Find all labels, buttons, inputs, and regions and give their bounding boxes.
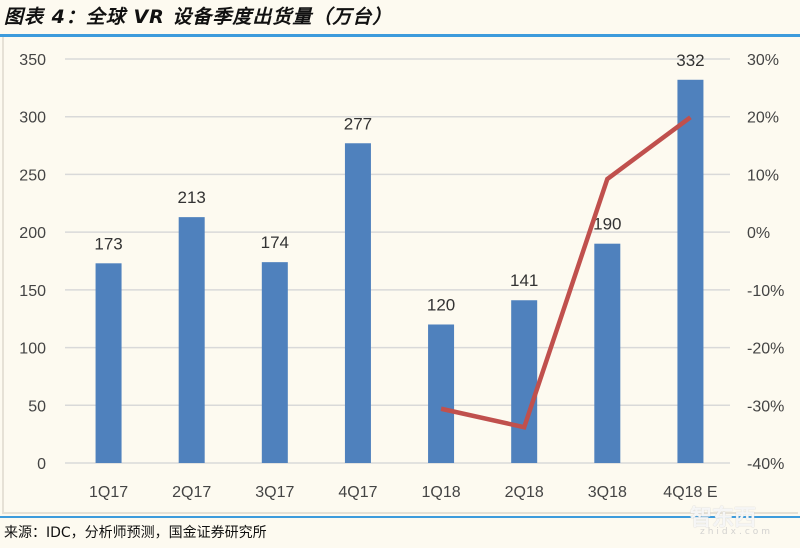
bar-data-label: 213 — [178, 188, 206, 207]
gridlines — [65, 58, 730, 464]
chart-title: 图表 4：全球 VR 设备季度出货量（万台） — [4, 6, 393, 28]
watermark-url: zhidx.com — [700, 527, 774, 537]
bar — [178, 217, 205, 463]
bar-data-label: 332 — [676, 51, 704, 70]
x-axis-ticks: 1Q17 2Q17 3Q17 4Q17 1Q18 2Q18 3Q18 4Q18 E — [89, 484, 718, 501]
watermark-logo: 智东西 — [690, 506, 757, 531]
right-axis-tick: -10% — [747, 283, 784, 300]
left-axis-tick: 100 — [19, 341, 46, 358]
x-axis-tick: 4Q18 E — [663, 484, 717, 501]
bottom-rule — [0, 516, 800, 518]
right-axis-tick: 20% — [747, 110, 779, 127]
x-axis-tick: 4Q17 — [338, 484, 377, 501]
right-axis-tick: -40% — [747, 456, 784, 473]
top-rule — [0, 34, 800, 37]
growth-line — [440, 115, 692, 430]
bar-data-label: 120 — [427, 295, 455, 314]
bar-series — [95, 79, 704, 463]
left-axis-tick: 0 — [37, 456, 46, 473]
left-axis-tick: 300 — [19, 110, 46, 127]
right-axis-tick: -20% — [747, 341, 784, 358]
bar — [428, 324, 455, 463]
bar — [677, 79, 704, 463]
right-axis-tick: 0% — [747, 225, 770, 242]
source-note: 来源：IDC，分析师预测，国金证券研究所 — [4, 525, 267, 541]
bar — [594, 243, 621, 463]
bar-data-label: 173 — [94, 234, 122, 253]
bar — [511, 300, 538, 463]
right-axis-tick: -30% — [747, 398, 784, 415]
left-axis-ticks: 0 50 100 150 200 250 300 350 — [19, 52, 46, 473]
bar-data-label: 190 — [593, 215, 621, 234]
x-axis-tick: 1Q17 — [89, 484, 128, 501]
bar-data-labels: 173 213 174 277 120 141 190 332 — [94, 51, 704, 315]
left-axis-tick: 50 — [28, 398, 46, 415]
x-axis-tick: 2Q17 — [172, 484, 211, 501]
x-axis-tick: 1Q18 — [421, 484, 460, 501]
right-axis-tick: 30% — [747, 52, 779, 69]
bar — [261, 262, 288, 463]
right-axis-ticks: -40% -30% -20% -10% 0% 10% 20% 30% — [747, 52, 784, 473]
bar — [344, 143, 371, 463]
right-axis-tick: 10% — [747, 167, 779, 184]
x-axis-tick: 3Q18 — [588, 484, 627, 501]
x-axis-tick: 3Q17 — [255, 484, 294, 501]
chart-frame — [2, 37, 798, 514]
bar — [95, 263, 122, 463]
left-axis-tick: 350 — [19, 52, 46, 69]
x-axis-tick: 2Q18 — [505, 484, 544, 501]
left-axis-tick: 250 — [19, 167, 46, 184]
bar-data-label: 141 — [510, 271, 538, 290]
left-axis-tick: 150 — [19, 283, 46, 300]
left-axis-tick: 200 — [19, 225, 46, 242]
bar-data-label: 277 — [344, 114, 372, 133]
bar-data-label: 174 — [261, 233, 289, 252]
